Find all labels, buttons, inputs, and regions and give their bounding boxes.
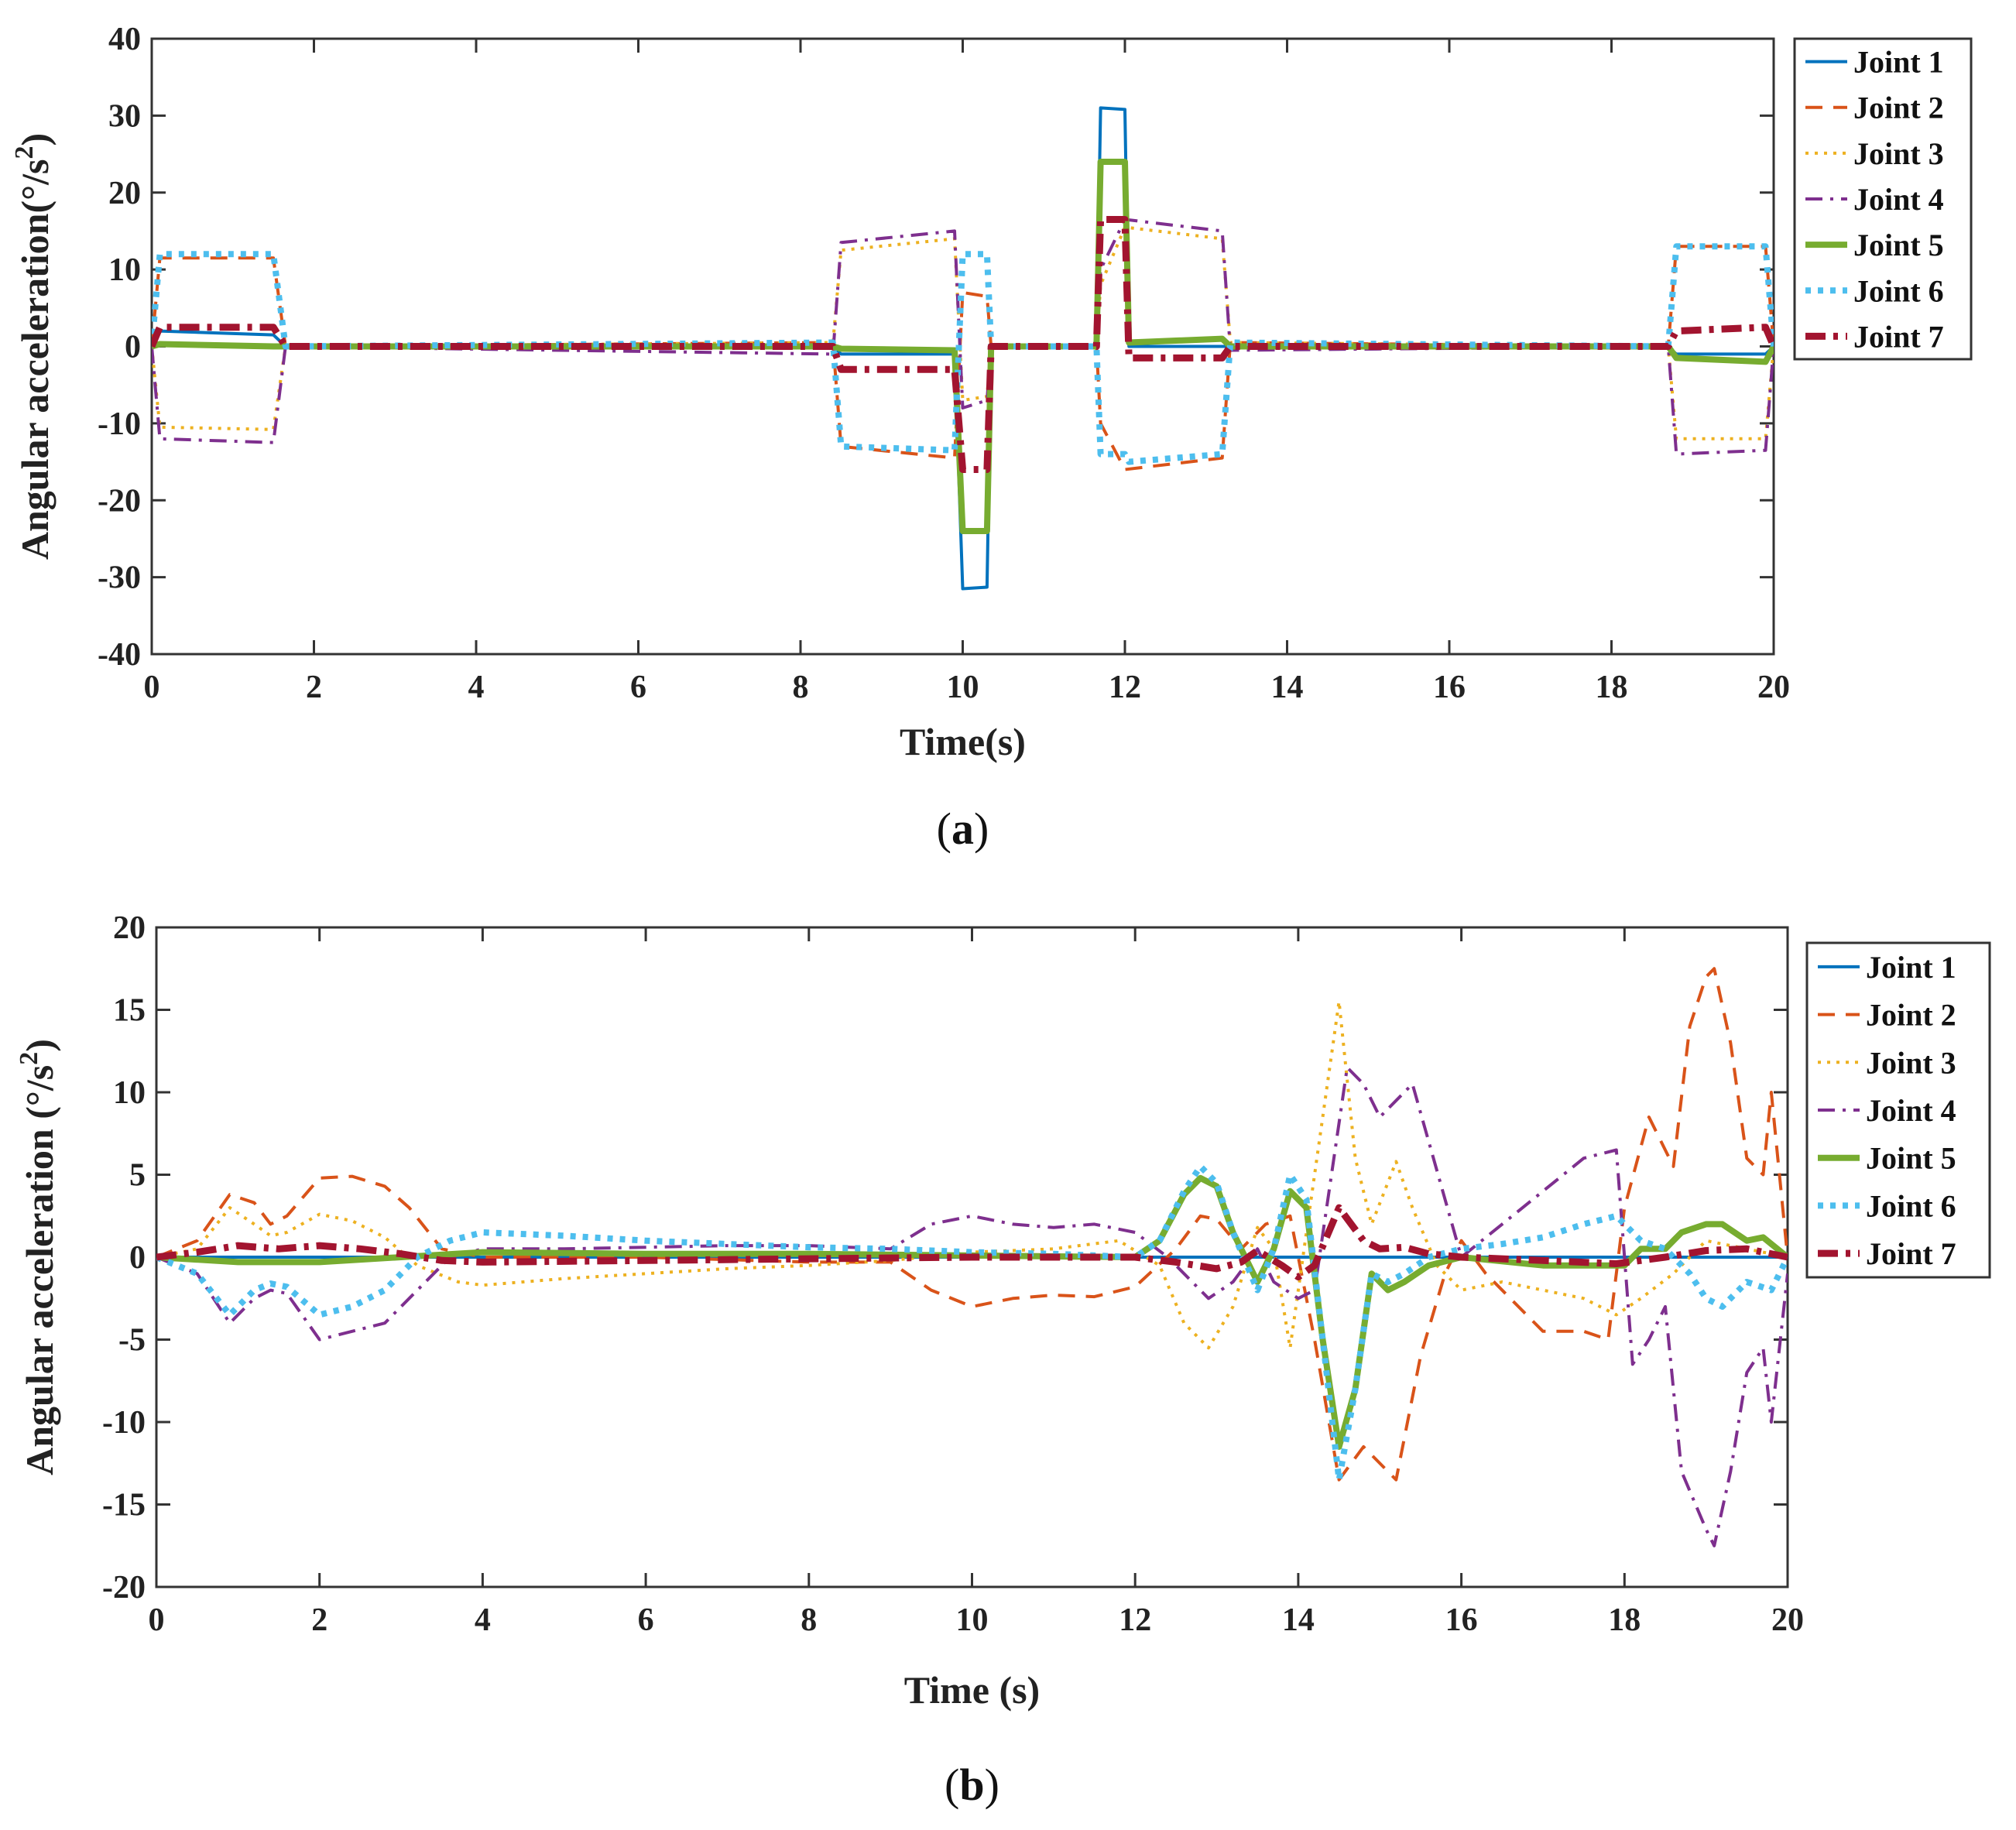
- series-group: [156, 967, 1788, 1547]
- x-tick-label: 0: [144, 670, 160, 705]
- x-axis-label: Time (s): [904, 1668, 1040, 1712]
- x-tick-label: 2: [311, 1602, 327, 1638]
- y-tick-label: 0: [129, 1240, 146, 1276]
- legend-label: Joint 5: [1853, 228, 1944, 262]
- y-tick-label: -20: [102, 1570, 146, 1606]
- chart-panel-b: 0 2 4 6 8 10 12 14 16 18 20 -20 -15 -10 -5 0 5 10 15 20 Time…: [15, 910, 1991, 1810]
- x-tick-label: 18: [1596, 670, 1628, 705]
- y-tick-label: -40: [98, 637, 141, 673]
- panel-label: (a): [937, 804, 989, 854]
- x-tick-label: 18: [1608, 1602, 1641, 1638]
- x-tick-label: 16: [1433, 670, 1466, 705]
- y-tick-label: -20: [98, 483, 141, 519]
- legend-label: Joint 1: [1866, 950, 1956, 985]
- x-tick-label: 20: [1757, 670, 1790, 705]
- x-tick-label: 6: [630, 670, 646, 705]
- y-axis-label: Angular acceleration (°/s2): [15, 1039, 61, 1475]
- x-axis-label: Time(s): [900, 720, 1026, 763]
- y-tick-label: 10: [113, 1075, 146, 1111]
- legend-box: [1793, 37, 1973, 361]
- y-tick-label: 20: [108, 176, 141, 211]
- y-axis-label: Angular acceleration(°/s2): [10, 133, 57, 560]
- legend: Joint 1 Joint 2 Joint 3 Joint 4 Joint 5 Joint…: [1805, 941, 1991, 1279]
- series-line-joint-2: [156, 967, 1788, 1482]
- y-tick-label: 15: [113, 993, 146, 1029]
- chart-panel-a: 0 2 4 6 8 10 12 14 16 18 20 -40 -30 -20 -10 0 10 20 30 40 Ti…: [10, 22, 1973, 854]
- y-tick-label: 5: [129, 1158, 146, 1194]
- x-tick-label: 12: [1109, 670, 1141, 705]
- y-tick-label: 30: [108, 98, 141, 134]
- x-tick-label: 4: [468, 670, 485, 705]
- y-tick-label: 40: [108, 22, 141, 57]
- x-tick-label: 16: [1445, 1602, 1478, 1638]
- y-tick-label: -10: [98, 406, 141, 442]
- series-line-joint-6: [152, 243, 1774, 465]
- x-tick-label: 12: [1119, 1602, 1151, 1638]
- x-tick-label: 14: [1282, 1602, 1315, 1638]
- x-tick-label: 4: [475, 1602, 491, 1638]
- legend-label: Joint 3: [1866, 1045, 1956, 1080]
- legend-label: Joint 7: [1853, 319, 1944, 354]
- series-line-joint-3: [156, 999, 1788, 1350]
- legend-box: [1805, 941, 1991, 1279]
- legend-label: Joint 4: [1866, 1093, 1956, 1128]
- x-tick-label: 8: [801, 1602, 817, 1638]
- series-line-joint-7: [152, 216, 1774, 473]
- y-tick-label: -30: [98, 560, 141, 596]
- x-tick-label: 10: [956, 1602, 989, 1638]
- y-tick-label: -10: [102, 1405, 146, 1441]
- series-line-joint-7: [156, 1204, 1788, 1281]
- legend-label: Joint 2: [1853, 91, 1944, 125]
- x-tick-label: 20: [1771, 1602, 1804, 1638]
- series-group: [152, 106, 1774, 591]
- x-tick-label: 2: [306, 670, 322, 705]
- legend-label: Joint 1: [1853, 45, 1944, 80]
- legend-label: Joint 4: [1853, 182, 1944, 217]
- y-tick-label: 0: [125, 330, 141, 365]
- legend-label: Joint 5: [1866, 1141, 1956, 1176]
- x-tick-label: 6: [638, 1602, 654, 1638]
- legend-label: Joint 3: [1853, 136, 1944, 171]
- y-tick-label: -15: [102, 1488, 146, 1523]
- x-tick-label: 14: [1271, 670, 1304, 705]
- legend-label: Joint 6: [1853, 273, 1944, 308]
- panel-label: (b): [945, 1760, 999, 1810]
- y-tick-label: 10: [108, 252, 141, 288]
- x-tick-label: 10: [947, 670, 979, 705]
- legend-label: Joint 2: [1866, 998, 1956, 1033]
- y-tick-label: 20: [113, 910, 146, 946]
- legend: Joint 1 Joint 2 Joint 3 Joint 4 Joint 5 Joint…: [1793, 37, 1973, 361]
- series-line-joint-4: [156, 1066, 1788, 1547]
- x-tick-label: 8: [793, 670, 809, 705]
- x-tick-label: 0: [149, 1602, 165, 1638]
- legend-label: Joint 7: [1866, 1236, 1956, 1271]
- legend-label: Joint 6: [1866, 1188, 1956, 1223]
- y-tick-label: -5: [118, 1323, 146, 1359]
